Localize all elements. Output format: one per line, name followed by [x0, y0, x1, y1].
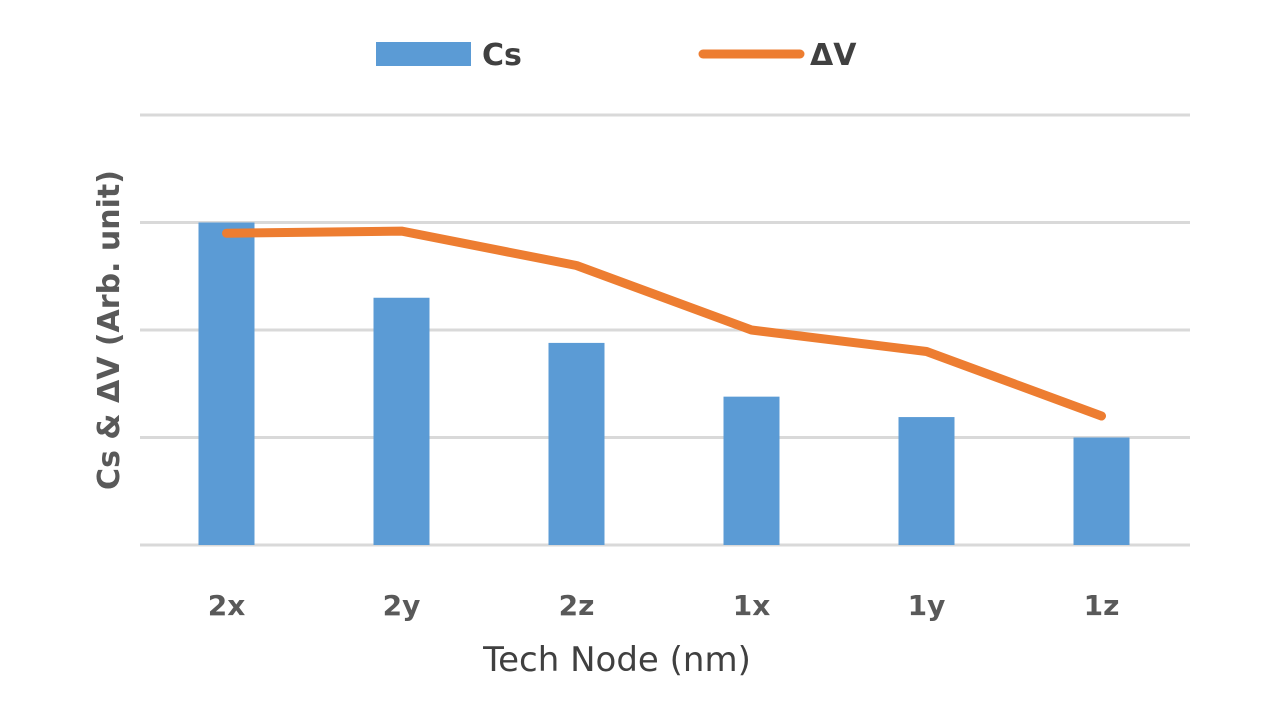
gridlines — [140, 113, 1190, 547]
bar-cs-1y — [898, 417, 955, 545]
legend-swatch-cs — [376, 42, 471, 66]
x-tick-label: 2x — [208, 589, 246, 622]
bar-cs-1z — [1073, 437, 1130, 545]
bar-cs-2z — [548, 342, 605, 545]
line-dv — [222, 226, 1106, 421]
x-tick-label: 2y — [383, 589, 421, 622]
bar-series-cs — [198, 222, 1130, 545]
x-axis-title: Tech Node (nm) — [482, 640, 751, 680]
x-tick-label: 2z — [559, 589, 595, 622]
x-tick-label: 1z — [1084, 589, 1120, 622]
legend-label-dv: ΔV — [810, 38, 857, 73]
y-axis-title: Cs & ΔV (Arb. unit) — [92, 170, 127, 490]
x-tick-labels: 2x 2y 2z 1x 1y 1z — [208, 589, 1120, 622]
bar-cs-2y — [373, 297, 430, 545]
x-tick-label: 1y — [908, 589, 946, 622]
bar-cs-1x — [723, 396, 780, 545]
legend-label-cs: Cs — [482, 38, 522, 73]
x-tick-label: 1x — [733, 589, 771, 622]
legend: Cs ΔV — [376, 38, 857, 73]
bar-cs-2x — [198, 222, 255, 545]
line-series-dv — [222, 226, 1106, 421]
